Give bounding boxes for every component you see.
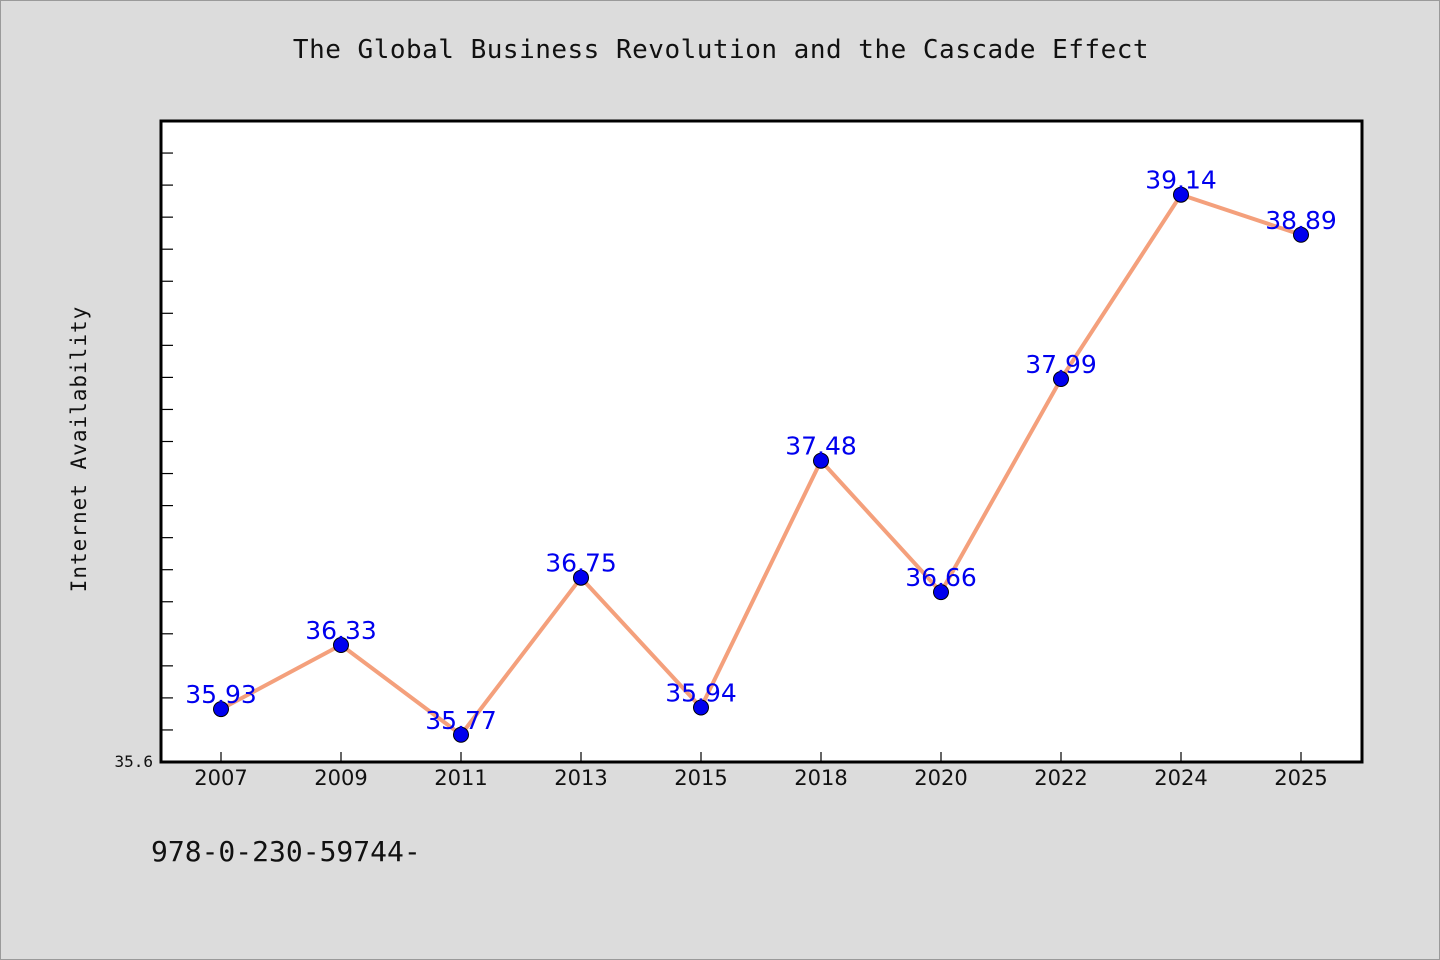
y-axis-ticks [161,152,173,731]
footer-isbn-text: 978-0-230-59744- [151,835,421,868]
y-tick-label-min: 35.6 [114,752,153,771]
data-label: 35.93 [185,680,257,709]
x-tick-label: 2007 [194,766,247,790]
data-point [213,701,229,718]
data-point [933,584,949,601]
x-tick-label: 2011 [434,766,487,790]
plot-area [159,119,1364,764]
data-label: 35.94 [665,679,737,708]
data-point [573,569,589,586]
chart-title: The Global Business Revolution and the C… [292,35,1150,65]
data-label: 37.99 [1025,350,1097,379]
x-tick-label: 2009 [314,766,367,790]
data-label: 36.66 [905,563,977,592]
x-tick-label: 2025 [1274,766,1327,790]
data-point [1173,186,1189,203]
data-label: 36.75 [545,549,617,578]
data-label: 37.48 [785,432,857,461]
data-label: 38.89 [1265,206,1337,235]
x-tick-label: 2020 [914,766,967,790]
data-point [693,699,709,716]
x-axis-ticks: 2007 2009 2011 2013 2015 2018 2020 2022 2024 2025 [194,752,1328,790]
x-tick-label: 2013 [554,766,607,790]
data-label: 36.33 [305,616,377,645]
data-point [813,452,829,469]
data-point [1293,226,1309,243]
x-tick-label: 2024 [1154,766,1207,790]
data-label: 35.77 [425,706,497,735]
x-tick-label: 2022 [1034,766,1087,790]
x-tick-label: 2018 [794,766,847,790]
data-point [453,726,469,743]
series-layer: 35.93 36.33 35.77 36.75 35.94 37.48 36.66 37.99… [185,166,1337,743]
data-point [333,637,349,654]
data-point [1053,371,1069,388]
data-label: 39.14 [1145,166,1217,195]
series-line [220,192,1302,737]
x-tick-label: 2015 [674,766,727,790]
